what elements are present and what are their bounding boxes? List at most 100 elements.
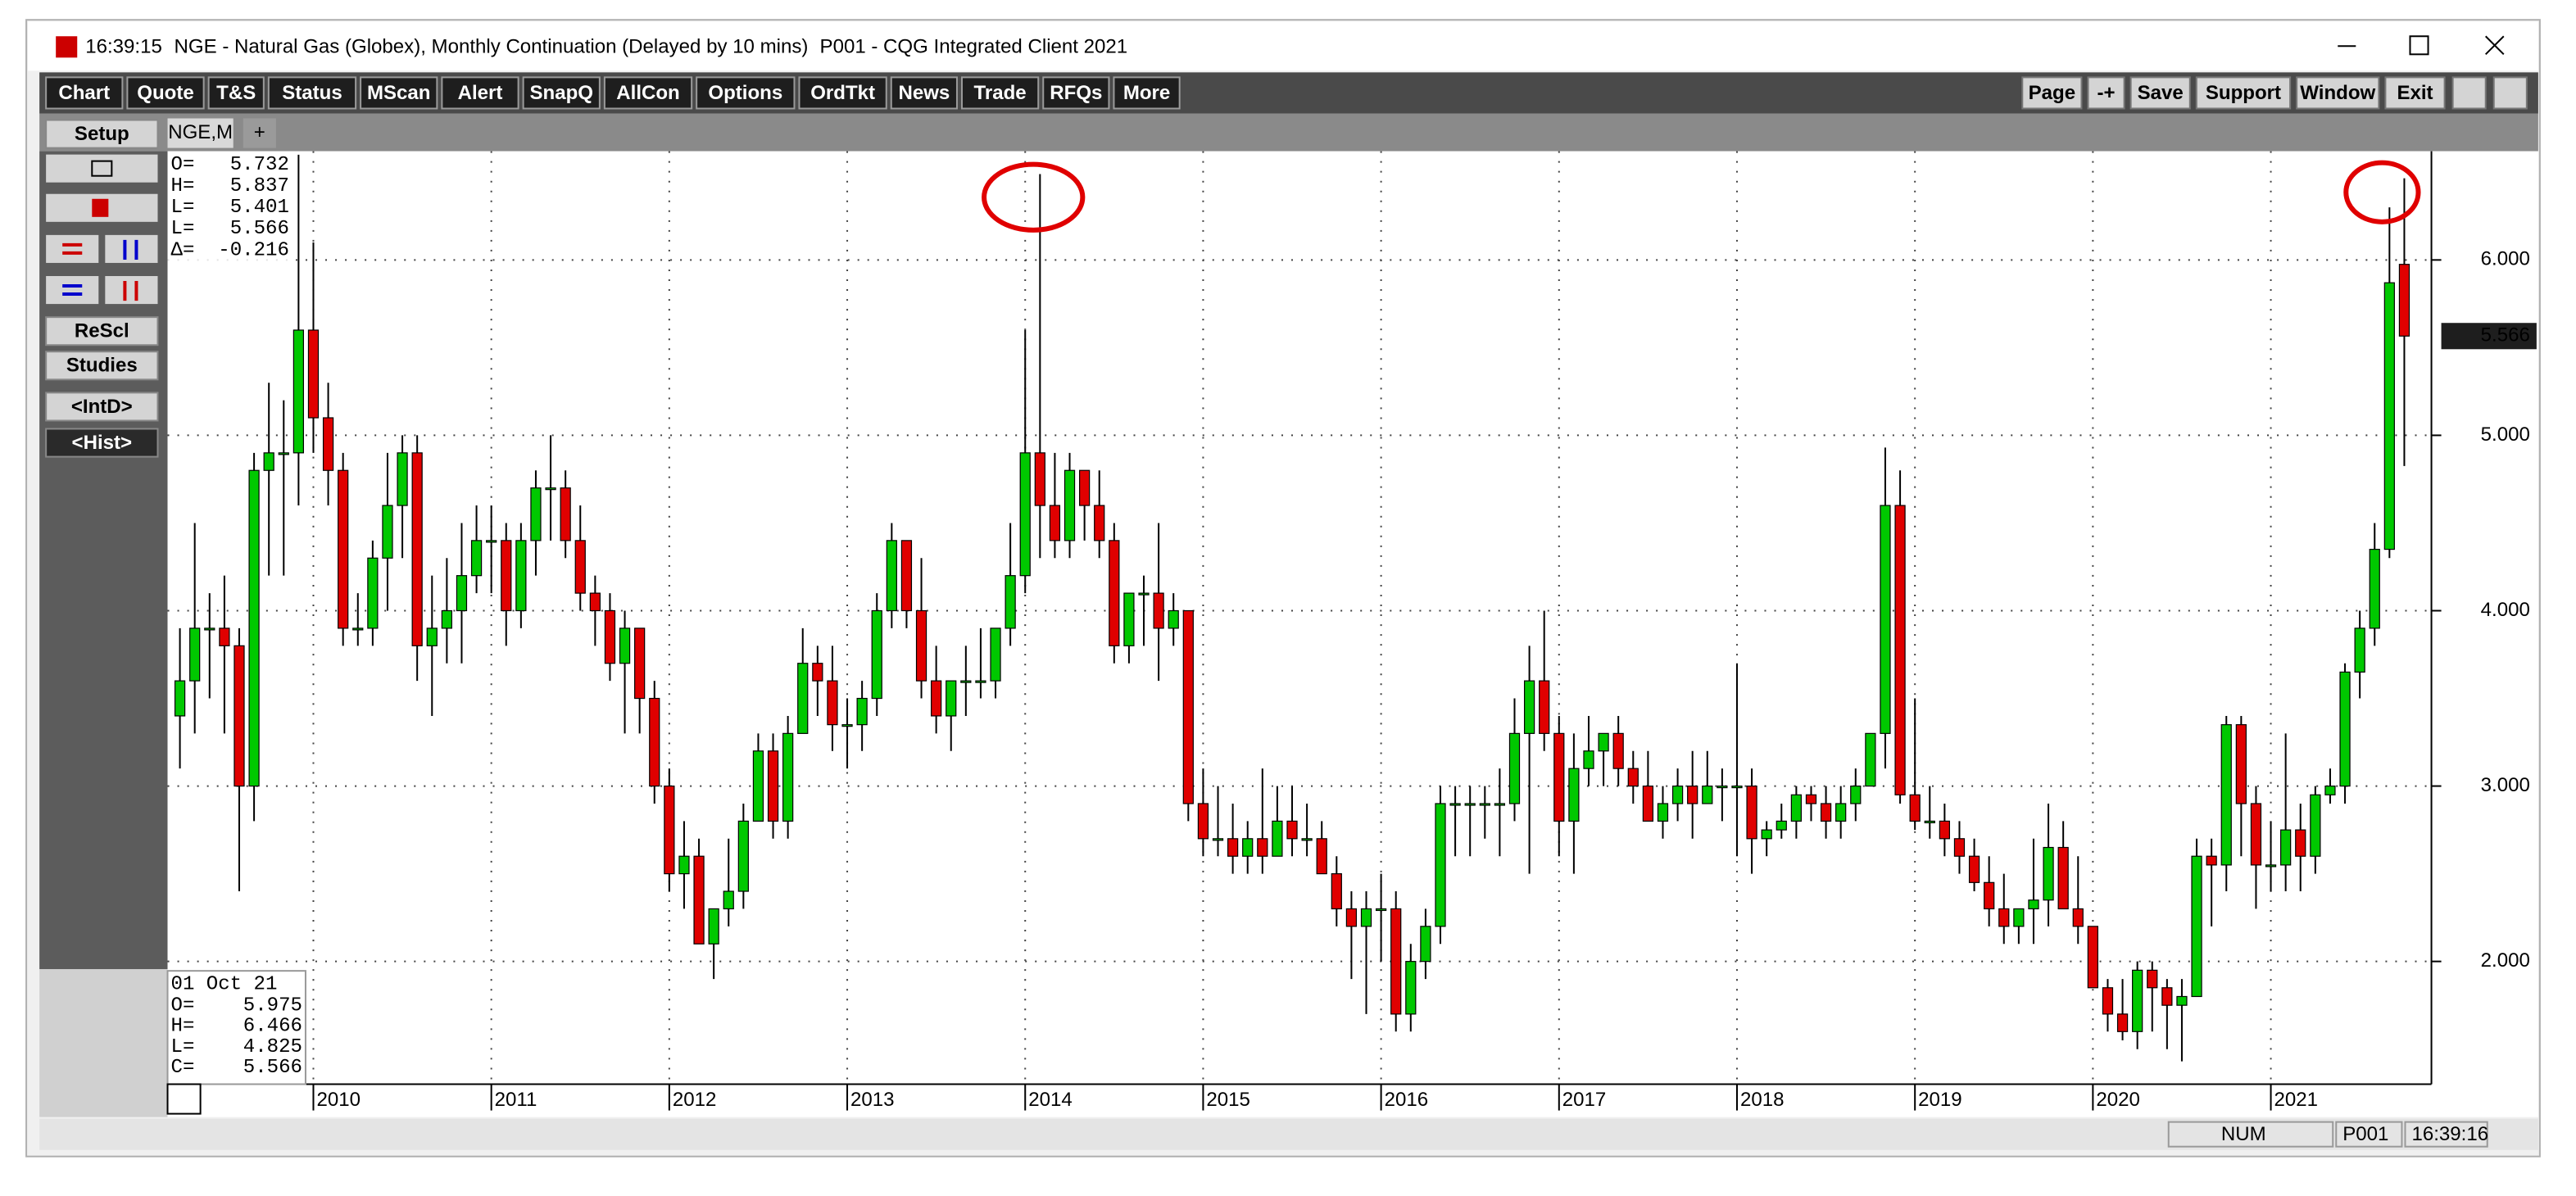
toolbar-button[interactable] bbox=[2087, 76, 2125, 110]
candle-body bbox=[1998, 908, 2010, 927]
quote-value: 5.401 bbox=[230, 197, 289, 219]
side-panel-lower bbox=[39, 969, 168, 1117]
candle-body bbox=[1820, 803, 1832, 822]
menu-button[interactable] bbox=[126, 76, 205, 110]
candle-body bbox=[634, 627, 646, 700]
candle-body bbox=[1627, 768, 1639, 787]
toolbar-button[interactable] bbox=[2021, 76, 2083, 110]
side-button[interactable] bbox=[45, 428, 159, 458]
menu-button[interactable] bbox=[960, 76, 1040, 110]
side-button[interactable] bbox=[45, 119, 159, 149]
side-button[interactable] bbox=[45, 351, 159, 381]
bar-info-label: C= bbox=[171, 1057, 195, 1079]
menu-button[interactable] bbox=[696, 76, 796, 110]
x-tick-label: 2015 bbox=[1206, 1089, 1250, 1111]
candle-body bbox=[470, 540, 483, 577]
candle-body bbox=[1360, 908, 1372, 927]
x-tick-label: 2018 bbox=[1740, 1089, 1785, 1111]
scroll-button[interactable] bbox=[46, 234, 99, 263]
plot: 2.000 3.000 4.000 5.000 6.000 2010 2011 2012 201… bbox=[166, 151, 2537, 1115]
menu-button[interactable] bbox=[798, 76, 887, 110]
candle-body bbox=[278, 452, 289, 455]
scroll-button[interactable] bbox=[105, 234, 158, 263]
menu-button[interactable] bbox=[890, 76, 958, 110]
bar-info-value: 4.825 bbox=[243, 1036, 302, 1058]
candle-body bbox=[2280, 829, 2292, 866]
menu-button[interactable] bbox=[360, 76, 438, 110]
candle-body bbox=[960, 680, 972, 683]
candle-body bbox=[1301, 838, 1313, 841]
toolbar-icon[interactable] bbox=[2492, 76, 2528, 110]
menu-button[interactable] bbox=[1113, 76, 1181, 110]
candle-body bbox=[441, 609, 452, 629]
toolbar-icon[interactable] bbox=[2451, 76, 2487, 110]
menu-button[interactable] bbox=[267, 76, 357, 110]
bar-info-box bbox=[166, 970, 306, 1085]
candle-body bbox=[1612, 732, 1624, 769]
candle-body bbox=[2057, 846, 2069, 910]
candle-body bbox=[1049, 505, 1061, 541]
x-tick-label: 2010 bbox=[316, 1089, 361, 1111]
close[interactable] bbox=[2485, 35, 2505, 56]
candle-body bbox=[737, 820, 749, 892]
candle-body bbox=[2398, 264, 2410, 337]
candle-body bbox=[915, 609, 927, 682]
side-button[interactable] bbox=[45, 316, 159, 347]
title-app: P001 - CQG Integrated Client 2021 bbox=[820, 36, 1128, 58]
quote-value: 5.566 bbox=[230, 218, 289, 240]
candle-body bbox=[1094, 505, 1105, 541]
menu-button-label: Chart bbox=[58, 82, 110, 104]
tab-label: NGE,M bbox=[168, 121, 233, 143]
maximize[interactable] bbox=[2409, 35, 2429, 56]
candle-body bbox=[2102, 987, 2114, 1015]
candle-body bbox=[2339, 671, 2351, 787]
quote-value: 5.837 bbox=[230, 175, 289, 197]
bar-info-value: 5.566 bbox=[243, 1057, 302, 1079]
candle-body bbox=[708, 908, 719, 945]
candle-body bbox=[1835, 803, 1847, 822]
candle-body bbox=[1479, 803, 1490, 806]
candle-body bbox=[841, 724, 853, 727]
status-text: P001 bbox=[2342, 1123, 2388, 1145]
tab-bar bbox=[39, 113, 2538, 152]
zoom-button[interactable] bbox=[46, 276, 99, 305]
candle-body bbox=[1568, 768, 1580, 822]
menu-button[interactable] bbox=[207, 76, 265, 110]
toolbar-button[interactable] bbox=[2384, 76, 2446, 110]
candle-body bbox=[219, 627, 230, 646]
print-button[interactable] bbox=[46, 154, 158, 183]
menu-button[interactable] bbox=[522, 76, 601, 110]
menu-button[interactable] bbox=[1042, 76, 1110, 110]
toolbar-button[interactable] bbox=[2195, 76, 2292, 110]
candle-body bbox=[1953, 838, 1966, 857]
toolbar-button-label: -+ bbox=[2098, 82, 2116, 104]
title-bar bbox=[28, 21, 2538, 71]
candle-body bbox=[397, 452, 408, 506]
candle-body bbox=[1642, 785, 1654, 822]
candle-body bbox=[1182, 609, 1194, 804]
candle-body bbox=[1702, 785, 1713, 804]
toolbar-button[interactable] bbox=[2129, 76, 2191, 110]
menu-button[interactable] bbox=[603, 76, 693, 110]
zoom-button[interactable] bbox=[105, 276, 158, 305]
tab[interactable] bbox=[167, 118, 234, 148]
candle-body bbox=[1761, 829, 1772, 840]
toolbar-button-label: Page bbox=[2029, 82, 2075, 104]
candle-body bbox=[693, 855, 705, 945]
tab-add[interactable] bbox=[243, 118, 276, 148]
side-button[interactable] bbox=[45, 392, 159, 422]
x-tick-label: 2012 bbox=[673, 1089, 717, 1111]
candle-body bbox=[1776, 820, 1787, 831]
zoom-icon bbox=[62, 284, 83, 297]
candle-body bbox=[204, 627, 215, 631]
candle-body bbox=[856, 697, 868, 726]
candle-body bbox=[1583, 750, 1594, 769]
toolbar-button[interactable] bbox=[2296, 76, 2380, 110]
menu-button[interactable] bbox=[441, 76, 519, 110]
candle-body bbox=[352, 627, 364, 631]
bar-info-label: O= bbox=[171, 995, 195, 1017]
bar-info-label: L= bbox=[171, 1036, 195, 1058]
candle-body bbox=[1390, 908, 1402, 1015]
menu-button[interactable] bbox=[45, 76, 124, 110]
candle-body bbox=[1909, 794, 1921, 822]
